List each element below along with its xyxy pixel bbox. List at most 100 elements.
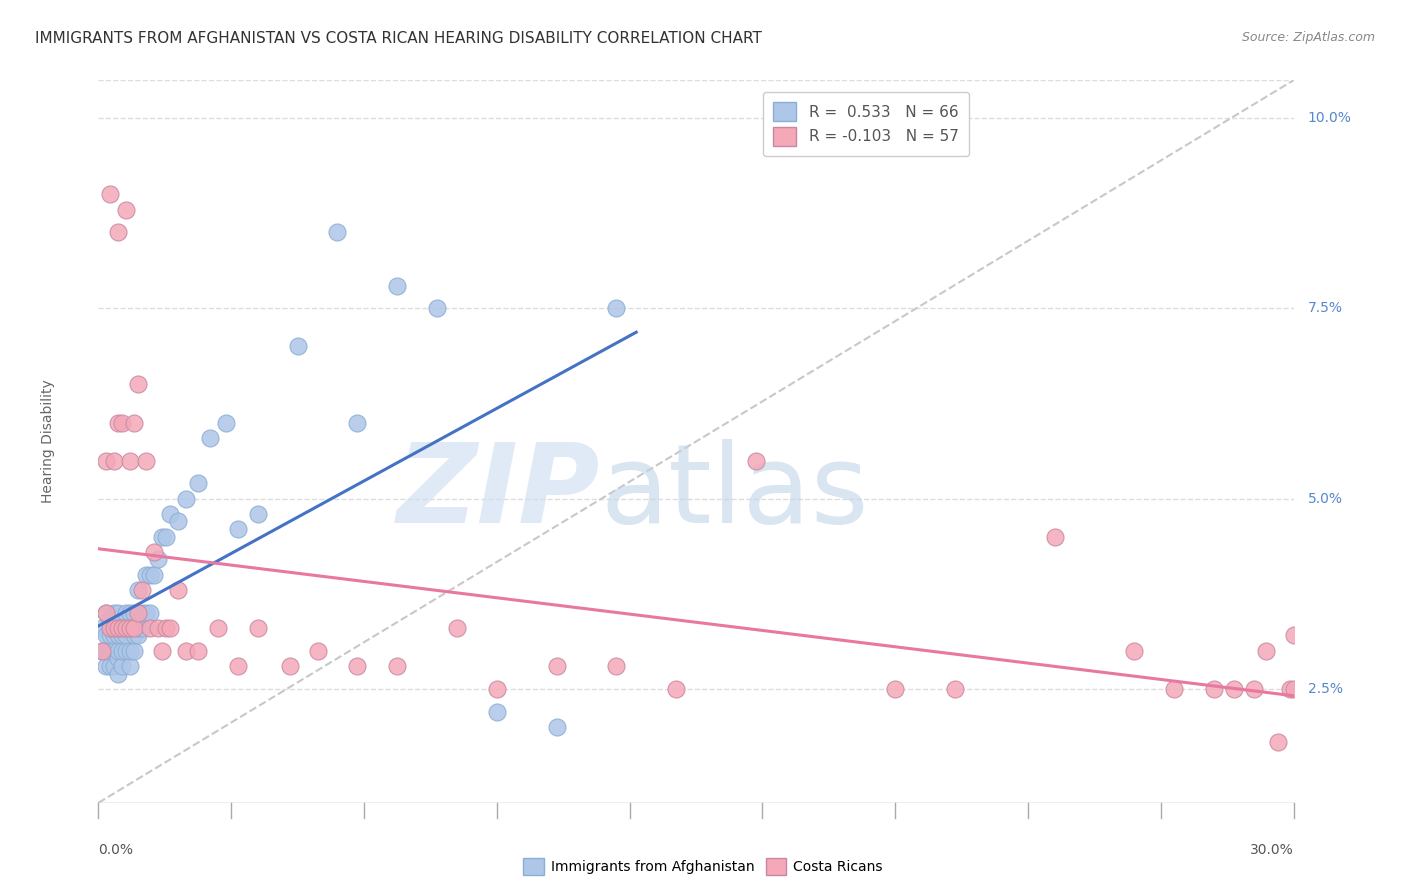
Point xyxy=(943,681,966,696)
Text: 0.0%: 0.0% xyxy=(98,843,134,856)
Point xyxy=(107,666,129,681)
Point xyxy=(107,651,129,665)
Point xyxy=(115,621,138,635)
Point xyxy=(107,621,129,635)
Text: 30.0%: 30.0% xyxy=(1250,843,1294,856)
Point xyxy=(127,582,149,597)
Point xyxy=(546,720,568,734)
Point xyxy=(111,659,134,673)
Point xyxy=(91,643,114,657)
Point xyxy=(198,431,221,445)
Point xyxy=(148,552,170,566)
Point xyxy=(665,681,688,696)
Point xyxy=(120,606,142,620)
Point xyxy=(107,628,129,642)
Text: 2.5%: 2.5% xyxy=(1308,681,1343,696)
Point xyxy=(326,226,349,240)
Point xyxy=(745,453,768,467)
Text: ZIP: ZIP xyxy=(396,439,600,546)
Point xyxy=(127,621,149,635)
Point xyxy=(135,453,157,467)
Point xyxy=(135,606,157,620)
Point xyxy=(107,226,129,240)
Point xyxy=(131,606,153,620)
Point xyxy=(115,202,138,217)
Point xyxy=(96,628,118,642)
Point xyxy=(605,659,627,673)
Point xyxy=(115,643,138,657)
Point xyxy=(103,659,125,673)
Point xyxy=(98,628,122,642)
Point xyxy=(1123,643,1146,657)
Point xyxy=(485,705,508,719)
Text: Hearing Disability: Hearing Disability xyxy=(41,380,55,503)
Point xyxy=(131,621,153,635)
Point xyxy=(174,491,197,506)
Text: 5.0%: 5.0% xyxy=(1308,491,1343,506)
Text: Source: ZipAtlas.com: Source: ZipAtlas.com xyxy=(1241,31,1375,45)
Point xyxy=(135,567,157,582)
Text: 10.0%: 10.0% xyxy=(1308,112,1351,125)
Point xyxy=(103,643,125,657)
Point xyxy=(1202,681,1225,696)
Point xyxy=(103,628,125,642)
Point xyxy=(155,530,177,544)
Point xyxy=(127,377,149,392)
Point xyxy=(96,659,118,673)
Point xyxy=(103,621,125,635)
Point xyxy=(124,643,146,657)
Point xyxy=(96,453,118,467)
Point xyxy=(111,416,134,430)
Point xyxy=(1267,735,1289,749)
Point xyxy=(385,659,409,673)
Point xyxy=(605,301,627,316)
Point xyxy=(155,621,177,635)
Point xyxy=(124,621,146,635)
Point xyxy=(346,659,368,673)
Point xyxy=(107,621,129,635)
Point xyxy=(187,476,209,491)
Point xyxy=(150,530,173,544)
Point xyxy=(307,643,329,657)
Point xyxy=(98,621,122,635)
Point xyxy=(1243,681,1265,696)
Point xyxy=(98,187,122,202)
Point xyxy=(287,339,309,353)
Point xyxy=(159,621,181,635)
Point xyxy=(98,643,122,657)
Point xyxy=(96,643,118,657)
Point xyxy=(91,643,114,657)
Point xyxy=(107,606,129,620)
Point xyxy=(226,522,249,536)
Point xyxy=(143,567,166,582)
Point xyxy=(120,621,142,635)
Point xyxy=(111,621,134,635)
Point xyxy=(120,643,142,657)
Text: IMMIGRANTS FROM AFGHANISTAN VS COSTA RICAN HEARING DISABILITY CORRELATION CHART: IMMIGRANTS FROM AFGHANISTAN VS COSTA RIC… xyxy=(35,31,762,46)
Point xyxy=(485,681,508,696)
Point xyxy=(98,659,122,673)
Point xyxy=(215,416,238,430)
Point xyxy=(120,453,142,467)
Point xyxy=(127,628,149,642)
Point xyxy=(226,659,249,673)
Text: atlas: atlas xyxy=(600,439,869,546)
Point xyxy=(120,621,142,635)
Point xyxy=(143,545,166,559)
Point xyxy=(124,416,146,430)
Legend: R =  0.533   N = 66, R = -0.103   N = 57: R = 0.533 N = 66, R = -0.103 N = 57 xyxy=(763,92,969,156)
Point xyxy=(115,606,138,620)
Point xyxy=(546,659,568,673)
Point xyxy=(111,628,134,642)
Point xyxy=(139,621,162,635)
Point xyxy=(1278,681,1301,696)
Point xyxy=(385,278,409,293)
Point xyxy=(96,606,118,620)
Point xyxy=(148,621,170,635)
Point xyxy=(167,582,190,597)
Point xyxy=(246,507,269,521)
Point xyxy=(426,301,449,316)
Legend: Immigrants from Afghanistan, Costa Ricans: Immigrants from Afghanistan, Costa Rican… xyxy=(517,853,889,880)
Point xyxy=(127,606,149,620)
Point xyxy=(111,621,134,635)
